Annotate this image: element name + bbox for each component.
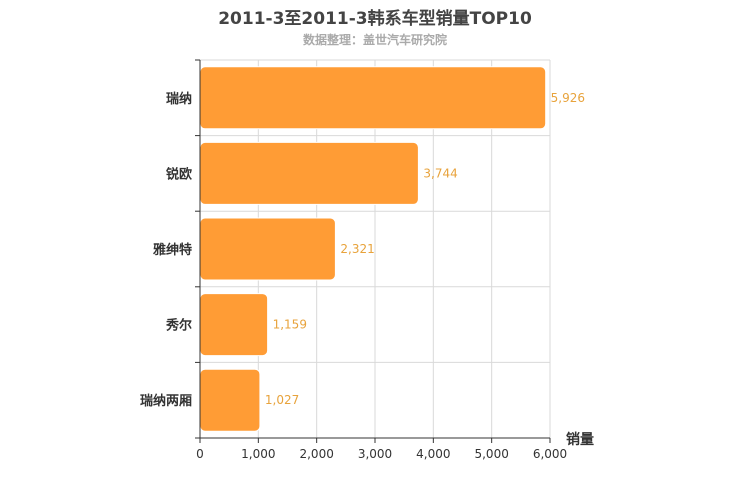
category-label: 秀尔 bbox=[165, 318, 192, 334]
data-label: 1,159 bbox=[273, 318, 307, 332]
data-label: 5,926 bbox=[551, 91, 585, 105]
chart-subtitle: 数据整理：盖世汽车研究院 bbox=[302, 33, 447, 47]
x-tick-label: 5,000 bbox=[474, 447, 508, 461]
category-label: 瑞纳两厢 bbox=[140, 393, 192, 409]
x-tick-label: 6,000 bbox=[533, 447, 567, 461]
category-label: 锐欧 bbox=[166, 166, 192, 182]
data-label: 2,321 bbox=[340, 242, 374, 256]
x-tick-label: 2,000 bbox=[299, 447, 333, 461]
bar bbox=[199, 217, 336, 281]
bar bbox=[199, 368, 261, 432]
bar bbox=[199, 293, 269, 357]
category-label: 雅绅特 bbox=[153, 242, 192, 258]
data-label: 1,027 bbox=[265, 393, 299, 407]
x-tick-label: 0 bbox=[196, 447, 204, 461]
chart-title: 2011-3至2011-3韩系车型销量TOP10 bbox=[218, 9, 532, 29]
bar bbox=[199, 66, 547, 130]
data-label: 3,744 bbox=[423, 166, 457, 180]
x-tick-label: 1,000 bbox=[241, 447, 275, 461]
x-tick-label: 4,000 bbox=[416, 447, 450, 461]
axes bbox=[195, 59, 551, 443]
x-tick-label: 3,000 bbox=[358, 447, 392, 461]
x-axis-title: 销量 bbox=[566, 431, 594, 448]
bar bbox=[199, 141, 419, 205]
bars bbox=[199, 66, 547, 432]
category-label: 瑞纳 bbox=[166, 91, 192, 107]
labels: 5,926 瑞纳 3,744 锐欧 2,321 雅绅特 1,159 秀尔 1,027 瑞纳两厢 0 1… bbox=[140, 91, 594, 461]
